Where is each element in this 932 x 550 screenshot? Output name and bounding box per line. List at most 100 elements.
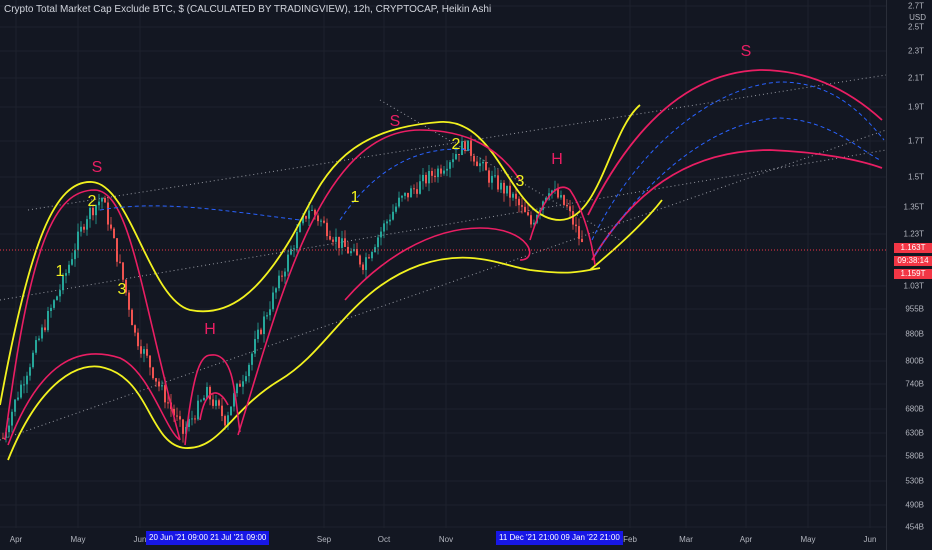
candle-body [14, 399, 16, 412]
candle-body [461, 141, 463, 156]
candle-body [194, 418, 196, 420]
candle-body [71, 259, 73, 265]
trend-line [0, 129, 887, 441]
y-tick-label: 454B [905, 522, 924, 532]
candle-body [494, 175, 496, 177]
candle-body [410, 188, 412, 198]
y-tick-label: 1.9T [907, 102, 924, 112]
candle-body [572, 211, 574, 225]
candle-body [464, 141, 466, 151]
candle-body [557, 189, 559, 198]
candle-body [239, 383, 241, 387]
x-tick-label: Oct [377, 535, 391, 544]
candle-body [317, 215, 319, 222]
candle-body [119, 261, 121, 263]
candle-body [425, 174, 427, 184]
pattern-label: 2 [87, 193, 97, 210]
candle-body [305, 216, 307, 219]
candle-body [359, 255, 361, 265]
candle-body [122, 262, 124, 280]
candle-body [365, 257, 367, 270]
candle-body [41, 327, 43, 339]
pattern-label: S [91, 159, 103, 176]
candle-body [296, 232, 298, 249]
candle-body [467, 140, 469, 151]
candle-body [62, 275, 64, 291]
candle-body [209, 386, 211, 400]
pattern-label: S [740, 43, 752, 60]
candle-body [470, 140, 472, 156]
x-tick-label: May [800, 535, 816, 544]
candle-body [32, 352, 34, 368]
candle-body [356, 249, 358, 256]
pink-projection-lower [591, 149, 883, 261]
pattern-label: H [204, 321, 216, 338]
y-tick-label: 630B [905, 428, 924, 438]
pattern-label: S [389, 113, 401, 130]
candle-body [221, 405, 223, 417]
candle-body [146, 349, 148, 356]
candle-body [416, 189, 418, 194]
pattern-label: 1 [55, 263, 65, 280]
pink-channel-left-bottom [7, 353, 181, 446]
pink-channel-right-bottom [344, 227, 531, 301]
candle-body [533, 222, 535, 225]
candle-body [479, 163, 481, 167]
candle-body [275, 288, 277, 293]
candle-body [278, 275, 280, 289]
pattern-label: 3 [117, 281, 127, 298]
candle-body [581, 238, 583, 243]
candle-body [101, 198, 103, 202]
candle-body [329, 236, 331, 240]
candle-body [92, 207, 94, 216]
candle-body [83, 226, 85, 230]
pattern-label: H [551, 151, 563, 168]
candle-body [569, 206, 571, 212]
pattern-label: 3 [515, 173, 525, 190]
candle-body [137, 332, 139, 347]
y-tick-label: 2.7T [907, 1, 924, 11]
candle-body [284, 271, 286, 277]
candle-body [500, 182, 502, 190]
candle-body [401, 195, 403, 198]
x-tick-label: Nov [438, 535, 454, 544]
candle-body [59, 290, 61, 297]
candle-body [491, 175, 493, 183]
candle-body [386, 221, 388, 224]
candle-body [107, 202, 109, 225]
candle-body [38, 338, 40, 341]
candle-body [575, 224, 577, 227]
candle-body [323, 220, 325, 223]
candle-body [245, 376, 247, 382]
candle-body [128, 292, 130, 310]
candle-body [35, 340, 37, 353]
candle-body [422, 174, 424, 182]
candle-body [98, 201, 100, 206]
y-tick-label: 580B [905, 451, 924, 461]
y-tick-label: 680B [905, 404, 924, 414]
y-tick-label: 2.3T [907, 46, 924, 56]
candle-body [344, 238, 346, 247]
y-tick-label: 530B [905, 476, 924, 486]
currency-label[interactable]: USD [909, 13, 926, 22]
pink-h-right [529, 186, 596, 266]
candle-body [215, 400, 217, 406]
candle-body [44, 327, 46, 331]
candle-body [80, 226, 82, 232]
candle-body [182, 419, 184, 434]
price-axis-separator [886, 0, 887, 550]
candle-body [113, 228, 115, 239]
candle-body [413, 188, 415, 190]
blue-dashed-left [339, 148, 471, 221]
y-tick-label: 1.35T [903, 202, 924, 212]
candle-body [134, 325, 136, 333]
pink-h-arc [184, 354, 241, 446]
blue-dashed-upper [591, 81, 885, 241]
candle-body [23, 384, 25, 386]
blue-dashed-lower [594, 117, 881, 256]
trend-line [0, 149, 887, 301]
candle-body [197, 400, 199, 420]
yellow-channel-projection [589, 199, 663, 271]
candle-body [206, 386, 208, 398]
